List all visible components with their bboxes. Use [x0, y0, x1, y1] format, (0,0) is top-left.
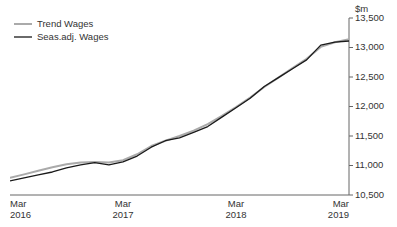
y-tick-label: 10,500 [355, 189, 384, 200]
legend: Trend Wages Seas.adj. Wages [14, 18, 109, 42]
x-tick-label: Mar2018 [225, 198, 246, 220]
legend-swatch [14, 23, 32, 25]
y-tick [349, 106, 353, 107]
y-tick [349, 47, 353, 48]
y-tick [349, 77, 353, 78]
y-tick-label: 12,000 [355, 100, 384, 111]
legend-label: Trend Wages [37, 18, 94, 29]
y-axis-label: $m [355, 3, 368, 14]
y-tick-label: 11,500 [355, 130, 383, 141]
y-tick [349, 18, 353, 19]
x-tick-label: Mar2019 [328, 198, 349, 220]
y-tick-label: 13,000 [355, 41, 384, 52]
y-tick [349, 136, 353, 137]
y-tick [349, 165, 353, 166]
legend-label: Seas.adj. Wages [37, 31, 109, 42]
x-axis-line [10, 195, 349, 196]
legend-swatch [14, 36, 32, 37]
x-tick-label: Mar2016 [10, 198, 31, 220]
series-line [10, 39, 349, 178]
plot-area [10, 39, 349, 181]
series-line [10, 41, 349, 181]
y-tick-label: 11,000 [355, 159, 383, 170]
y-tick-label: 12,500 [355, 71, 384, 82]
x-tick-label: Mar2017 [112, 198, 133, 220]
y-tick [349, 195, 353, 196]
chart: 10,50011,00011,50012,00012,50013,00013,5… [0, 0, 397, 227]
